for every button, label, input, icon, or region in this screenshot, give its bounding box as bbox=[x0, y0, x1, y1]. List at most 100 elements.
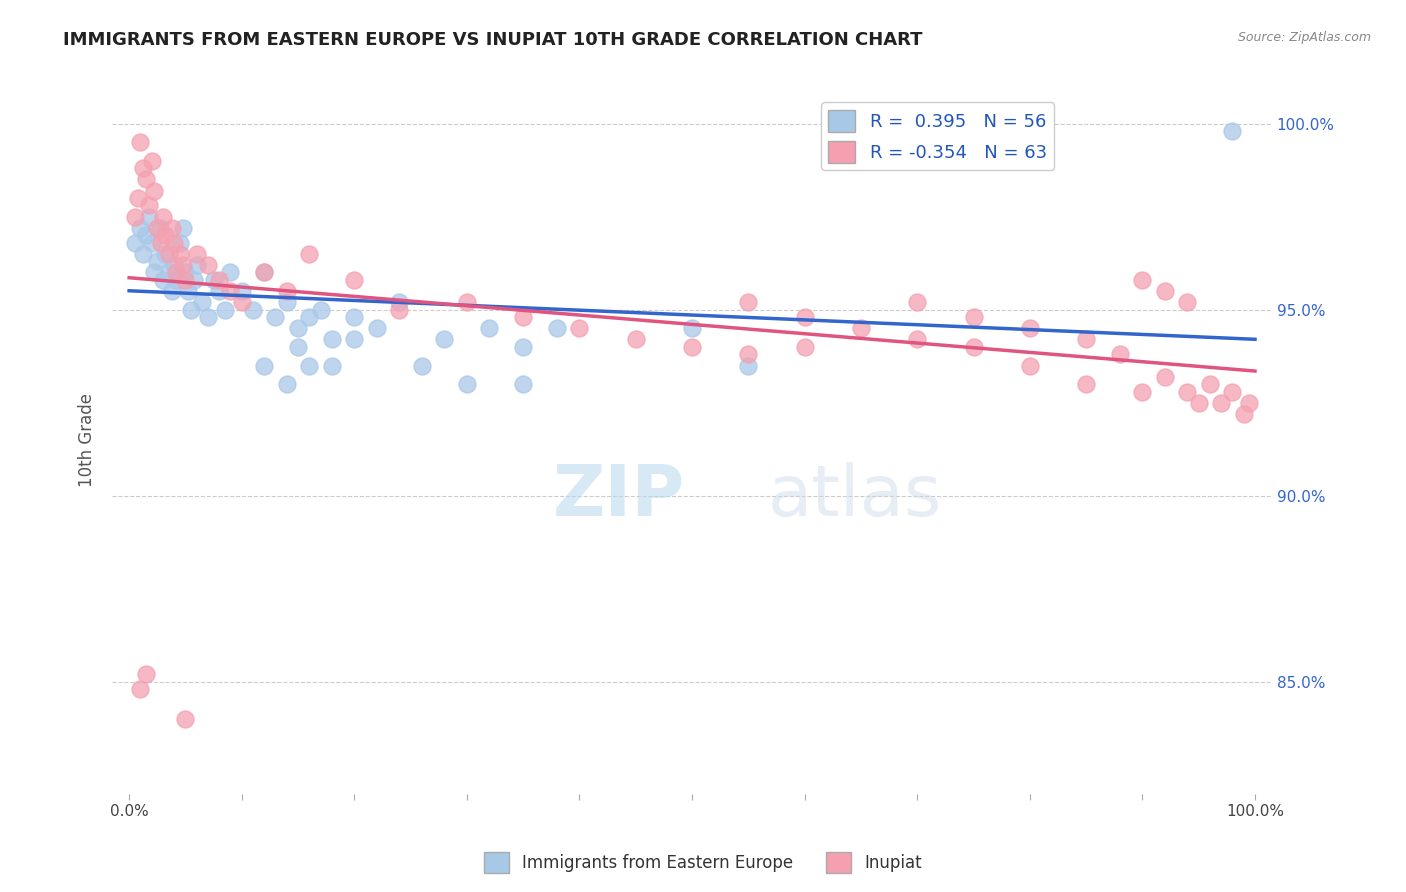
Point bbox=[138, 210, 160, 224]
Point bbox=[231, 284, 253, 298]
Point bbox=[146, 254, 169, 268]
Point bbox=[157, 265, 180, 279]
Point bbox=[1132, 384, 1154, 399]
Point bbox=[568, 321, 591, 335]
Point bbox=[1018, 321, 1040, 335]
Point bbox=[124, 210, 146, 224]
Point bbox=[388, 302, 411, 317]
Point bbox=[1132, 273, 1154, 287]
Point bbox=[343, 333, 366, 347]
Point bbox=[174, 273, 197, 287]
Point bbox=[737, 295, 759, 310]
Point bbox=[197, 310, 219, 325]
Point bbox=[1222, 124, 1244, 138]
Legend: Immigrants from Eastern Europe, Inupiat: Immigrants from Eastern Europe, Inupiat bbox=[477, 846, 929, 880]
Point bbox=[186, 247, 208, 261]
Point bbox=[165, 273, 187, 287]
Point bbox=[131, 247, 153, 261]
Point bbox=[219, 284, 242, 298]
Point bbox=[142, 184, 165, 198]
Point bbox=[321, 333, 343, 347]
Point bbox=[135, 228, 157, 243]
Point bbox=[142, 265, 165, 279]
Point bbox=[321, 359, 343, 373]
Point bbox=[160, 220, 183, 235]
Point bbox=[411, 359, 433, 373]
Point bbox=[905, 333, 928, 347]
Point bbox=[1018, 359, 1040, 373]
Point bbox=[1199, 377, 1222, 392]
Text: IMMIGRANTS FROM EASTERN EUROPE VS INUPIAT 10TH GRADE CORRELATION CHART: IMMIGRANTS FROM EASTERN EUROPE VS INUPIA… bbox=[63, 31, 922, 49]
Point bbox=[253, 359, 276, 373]
Point bbox=[253, 265, 276, 279]
Point bbox=[287, 321, 309, 335]
Point bbox=[849, 321, 872, 335]
Point bbox=[253, 265, 276, 279]
Text: Source: ZipAtlas.com: Source: ZipAtlas.com bbox=[1237, 31, 1371, 45]
Point bbox=[174, 265, 197, 279]
Point bbox=[681, 321, 703, 335]
Point bbox=[1177, 295, 1199, 310]
Point bbox=[165, 265, 187, 279]
Point bbox=[129, 220, 152, 235]
Point bbox=[793, 310, 815, 325]
Point bbox=[172, 220, 194, 235]
Point bbox=[546, 321, 568, 335]
Point bbox=[1074, 377, 1097, 392]
Point bbox=[433, 333, 456, 347]
Point bbox=[1239, 396, 1261, 410]
Point bbox=[276, 284, 298, 298]
Point bbox=[1154, 284, 1177, 298]
Point bbox=[681, 340, 703, 354]
Point bbox=[298, 247, 321, 261]
Point bbox=[124, 235, 146, 250]
Point bbox=[1109, 347, 1132, 361]
Point bbox=[141, 235, 163, 250]
Point bbox=[456, 295, 478, 310]
Point bbox=[160, 284, 183, 298]
Point bbox=[169, 247, 191, 261]
Point bbox=[172, 258, 194, 272]
Point bbox=[176, 284, 198, 298]
Point bbox=[127, 191, 149, 205]
Point bbox=[1188, 396, 1211, 410]
Point bbox=[146, 220, 169, 235]
Point bbox=[298, 359, 321, 373]
Point bbox=[512, 340, 534, 354]
Point bbox=[141, 153, 163, 168]
Point bbox=[1211, 396, 1233, 410]
Point bbox=[148, 220, 170, 235]
Point bbox=[276, 377, 298, 392]
Point bbox=[180, 302, 202, 317]
Point bbox=[1154, 369, 1177, 384]
Point bbox=[1074, 333, 1097, 347]
Point bbox=[129, 135, 152, 149]
Point bbox=[1177, 384, 1199, 399]
Point bbox=[287, 340, 309, 354]
Point bbox=[163, 258, 186, 272]
Point bbox=[219, 265, 242, 279]
Point bbox=[202, 273, 225, 287]
Point bbox=[905, 295, 928, 310]
Point bbox=[169, 235, 191, 250]
Y-axis label: 10th Grade: 10th Grade bbox=[79, 393, 96, 487]
Point bbox=[231, 295, 253, 310]
Point bbox=[512, 310, 534, 325]
Point bbox=[1222, 384, 1244, 399]
Point bbox=[153, 247, 176, 261]
Point bbox=[298, 310, 321, 325]
Point bbox=[191, 295, 214, 310]
Point bbox=[962, 340, 984, 354]
Point bbox=[793, 340, 815, 354]
Point bbox=[276, 295, 298, 310]
Point bbox=[174, 712, 197, 726]
Point bbox=[512, 377, 534, 392]
Point bbox=[129, 682, 152, 697]
Point bbox=[183, 273, 205, 287]
Point bbox=[135, 172, 157, 186]
Point bbox=[343, 310, 366, 325]
Point bbox=[624, 333, 647, 347]
Text: atlas: atlas bbox=[768, 462, 942, 531]
Point bbox=[138, 198, 160, 212]
Point bbox=[737, 347, 759, 361]
